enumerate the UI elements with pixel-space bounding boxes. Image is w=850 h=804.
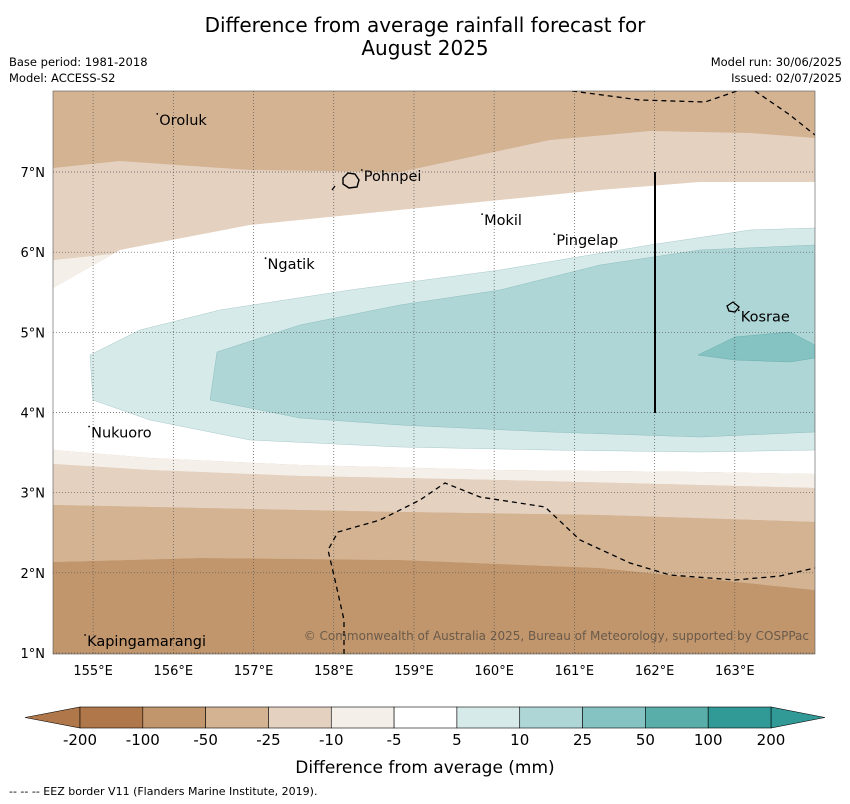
place-label-pingelap: Pingelap	[556, 233, 618, 249]
colorbar-swatch	[142, 706, 206, 729]
colorbar-swatch	[707, 706, 772, 729]
axis-tick-labels: 155°E 156°E 157°E 158°E 159°E 160°E 161°E 162°E…	[21, 166, 755, 679]
eez-border-northeast	[754, 91, 815, 136]
kosrae-island	[726, 301, 740, 313]
colorbar-swatch	[268, 706, 332, 729]
band-dry-south	[53, 505, 815, 590]
colorbar-tick-label: 25	[573, 731, 592, 749]
place-label-kapingamarangi: Kapingamarangi	[87, 634, 206, 650]
title-line-1: Difference from average rainfall forecas…	[204, 13, 646, 37]
lon-tick-label: 155°E	[73, 664, 113, 679]
colorbar: -200 -100 -50 -25 -10 -5 5 10 25 50 100 200	[24, 706, 826, 749]
lon-tick-label: 157°E	[234, 664, 274, 679]
band-very-dry-south	[53, 558, 815, 654]
colorbar-tick-label: -10	[319, 731, 344, 749]
colorbar-tick-label: -25	[256, 731, 281, 749]
place-marker	[84, 634, 86, 636]
colorbar-swatch	[519, 706, 583, 729]
colorbar-swatch	[330, 706, 395, 729]
colorbar-label: Difference from average (mm)	[295, 758, 554, 778]
lon-tick-label: 156°E	[154, 664, 194, 679]
pohnpei-island	[342, 172, 360, 189]
place-label-ngatik: Ngatik	[268, 257, 316, 273]
place-label-nukuoro: Nukuoro	[91, 426, 152, 442]
band-wet	[209, 244, 815, 438]
colorbar-extend-high	[770, 706, 826, 729]
colorbar-swatch	[645, 706, 709, 729]
title-line-2: August 2025	[361, 36, 489, 60]
place-marker	[553, 233, 556, 236]
lat-tick-label: 7°N	[21, 166, 46, 181]
colorbar-tick-label: -200	[63, 731, 97, 749]
colorbar-tick-label: 10	[510, 731, 529, 749]
lat-tick-label: 5°N	[21, 326, 46, 341]
colorbar-tick-label: 50	[636, 731, 655, 749]
colorbar-tick-label: 200	[757, 731, 786, 749]
eez-border-south	[327, 482, 815, 654]
base-period: Base period: 1981-2018	[9, 55, 148, 69]
colorbar-tick-label: -100	[126, 731, 160, 749]
place-label-mokil: Mokil	[484, 213, 522, 229]
copyright-notice: © Commonwealth of Australia 2025, Bureau…	[304, 629, 809, 643]
colorbar-tick-label: 100	[694, 731, 723, 749]
place-label-kosrae: Kosrae	[741, 309, 790, 325]
lon-tick-label: 158°E	[314, 664, 354, 679]
lat-tick-label: 1°N	[21, 647, 46, 662]
band-slightly-dry-south	[53, 450, 815, 488]
colorbar-swatch	[205, 706, 269, 729]
band-very-wet	[697, 331, 815, 363]
place-marker	[481, 213, 484, 216]
lon-tick-label: 161°E	[555, 664, 595, 679]
eez-border-fragment	[331, 185, 336, 191]
colorbar-extend-low	[24, 706, 81, 729]
lat-tick-label: 6°N	[21, 246, 46, 261]
meta-right: Model run: 30/06/2025 Issued: 02/07/2025	[711, 54, 842, 86]
colorbar-swatch	[456, 706, 521, 729]
lat-tick-label: 3°N	[21, 487, 46, 502]
place-label-pohnpei: Pohnpei	[364, 169, 422, 185]
place-marker	[737, 309, 740, 312]
place-marker	[264, 257, 267, 260]
meta-left: Base period: 1981-2018 Model: ACCESS-S2	[9, 54, 148, 86]
colorbar-swatch	[79, 706, 144, 729]
colorbar-swatch	[582, 706, 646, 729]
place-label-oroluk: Oroluk	[159, 113, 207, 129]
lat-tick-label: 4°N	[21, 407, 46, 422]
colorbar-tick-label: -5	[387, 731, 402, 749]
place-marker	[88, 425, 90, 428]
eez-border-north	[571, 91, 740, 103]
place-marker	[360, 169, 363, 171]
model-name: Model: ACCESS-S2	[9, 71, 116, 85]
map-layers: Oroluk Pohnpei Mokil Pingelap Ngatik Kosrae Nu…	[53, 91, 815, 654]
map-frame	[52, 90, 816, 655]
lat-tick-label: 2°N	[21, 567, 46, 582]
issued-date: Issued: 02/07/2025	[731, 71, 842, 85]
lon-tick-label: 159°E	[394, 664, 434, 679]
colorbar-swatch	[393, 706, 458, 729]
lon-tick-label: 162°E	[635, 664, 675, 679]
footnote-eez: -- -- -- EEZ border V11 (Flanders Marine…	[9, 785, 318, 798]
lon-tick-label: 163°E	[715, 664, 755, 679]
place-marker	[156, 112, 159, 115]
graticule	[53, 91, 815, 654]
model-run: Model run: 30/06/2025	[710, 55, 842, 69]
colorbar-tick-label: -50	[193, 731, 218, 749]
place-labels: Oroluk Pohnpei Mokil Pingelap Ngatik Kosrae Nu…	[84, 113, 790, 650]
chart-title: Difference from average rainfall forecas…	[0, 14, 850, 60]
lon-tick-label: 160°E	[474, 664, 514, 679]
colorbar-tick-label: 5	[452, 731, 462, 749]
